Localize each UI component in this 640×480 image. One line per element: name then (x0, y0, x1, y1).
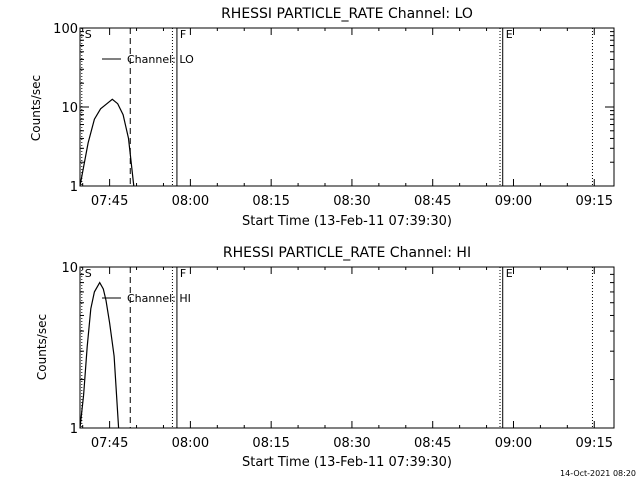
event-marker-label: S (85, 267, 92, 280)
legend-label: Channel: LO (127, 53, 194, 66)
event-marker-label: E (506, 28, 513, 41)
event-marker-label: E (506, 267, 513, 280)
plot-frame (79, 27, 615, 187)
x-tick-label: 09:00 (495, 194, 532, 209)
x-axis-label: Start Time (13-Feb-11 07:39:30) (242, 455, 452, 470)
x-tick-label: 08:30 (333, 436, 370, 451)
panel-hi: RHESSI PARTICLE_RATE Channel: HI Counts/… (35, 245, 615, 470)
x-tick-label: 08:00 (172, 436, 209, 451)
x-tick-label: 07:45 (91, 436, 128, 451)
y-tick-label: 1 (70, 180, 78, 195)
y-tick-label: 10 (61, 261, 78, 276)
event-marker-label: F (180, 28, 186, 41)
x-tick-label: 09:00 (495, 436, 532, 451)
y-tick-label: 100 (53, 22, 78, 37)
y-ticks: 1 10 (61, 261, 614, 437)
x-tick-label: 08:15 (252, 436, 289, 451)
x-ticks: 07:45 08:00 08:15 08:30 08:45 09:00 09:15 (82, 28, 613, 209)
legend-label: Channel: HI (127, 292, 191, 305)
x-ticks: 07:45 08:00 08:15 08:30 08:45 09:00 09:15 (82, 267, 613, 451)
x-tick-label: 08:45 (414, 436, 451, 451)
data-line (79, 281, 120, 429)
x-tick-label: 08:30 (333, 194, 370, 209)
event-marker-label: F (180, 267, 186, 280)
x-tick-label: 08:45 (414, 194, 451, 209)
x-axis-label: Start Time (13-Feb-11 07:39:30) (242, 214, 452, 229)
x-tick-label: 08:15 (252, 194, 289, 209)
y-axis-label: Counts/sec (35, 314, 49, 380)
event-marker-label: S (85, 28, 92, 41)
chart-title: RHESSI PARTICLE_RATE Channel: LO (221, 6, 473, 22)
plot-frame (79, 266, 615, 429)
y-tick-label: 10 (61, 101, 78, 116)
footer-date: 14-Oct-2021 08:20 (560, 469, 636, 478)
y-tick-label: 1 (70, 422, 78, 437)
x-tick-label: 08:00 (172, 194, 209, 209)
y-ticks: 1 10 100 (53, 22, 614, 195)
y-axis-label: Counts/sec (29, 75, 43, 141)
series-layer (79, 98, 135, 187)
data-line (79, 98, 135, 187)
x-tick-label: 09:15 (576, 436, 613, 451)
chart-title: RHESSI PARTICLE_RATE Channel: HI (223, 245, 471, 261)
series-layer (79, 281, 120, 429)
panel-lo: RHESSI PARTICLE_RATE Channel: LO Counts/… (29, 6, 615, 229)
x-tick-label: 07:45 (91, 194, 128, 209)
x-tick-label: 09:15 (576, 194, 613, 209)
